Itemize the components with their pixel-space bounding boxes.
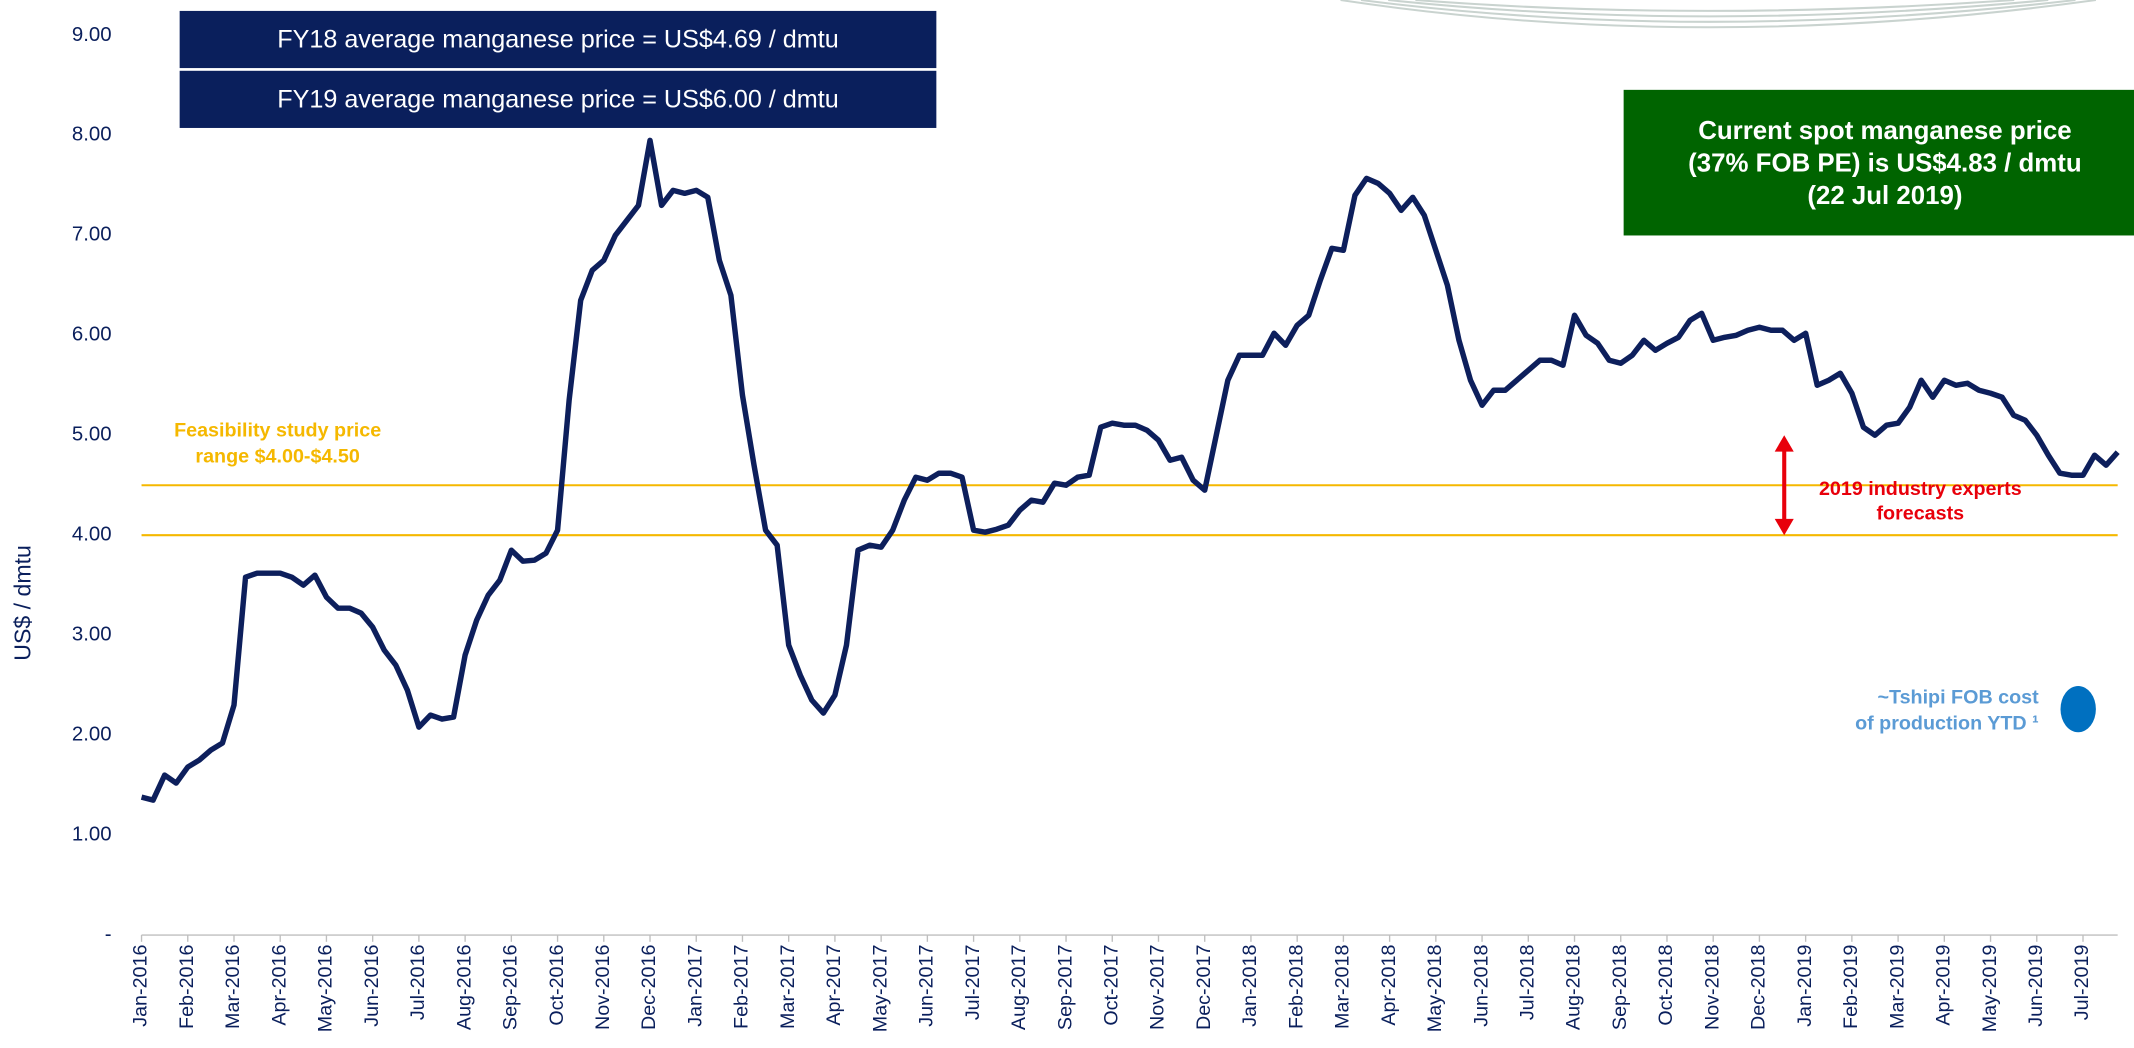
x-tick-label: Nov-2018 xyxy=(1701,945,1723,1031)
arc xyxy=(1340,0,2097,29)
x-tick-label: May-2016 xyxy=(315,945,337,1033)
y-tick-label: 6.00 xyxy=(72,324,112,346)
x-tick-label: Oct-2016 xyxy=(546,945,568,1026)
arc xyxy=(1360,0,2076,23)
x-tick-label: Jul-2017 xyxy=(962,945,984,1021)
x-tick-label: Feb-2018 xyxy=(1285,945,1307,1029)
average-text: FY18 average manganese price = US$4.69 /… xyxy=(277,26,838,54)
y-tick-label: 8.00 xyxy=(72,124,112,146)
x-tick-label: Jan-2018 xyxy=(1239,945,1261,1027)
x-tick-label: Apr-2018 xyxy=(1378,945,1400,1026)
x-tick-label: Jul-2016 xyxy=(407,945,429,1021)
x-tick-label: Mar-2018 xyxy=(1332,945,1354,1029)
x-tick-label: Nov-2016 xyxy=(592,945,614,1031)
forecast-label: forecasts xyxy=(1876,503,1964,525)
x-tick-label: Feb-2019 xyxy=(1840,945,1862,1029)
average-box xyxy=(179,70,937,128)
x-tick-label: Sep-2017 xyxy=(1054,945,1076,1031)
arc xyxy=(1415,0,2015,12)
average-box xyxy=(179,10,937,69)
y-tick-label: 4.00 xyxy=(72,524,112,546)
arc xyxy=(1388,0,2049,18)
x-tick-label: Jun-2017 xyxy=(916,945,938,1027)
x-tick-label: Jul-2018 xyxy=(1517,945,1539,1021)
decoration xyxy=(1340,0,2097,29)
cost-marker xyxy=(2060,685,2096,733)
x-tick-label: Mar-2019 xyxy=(1886,945,1908,1029)
x-tick-label: Aug-2016 xyxy=(453,945,475,1031)
forecast-label: 2019 industry experts xyxy=(1819,478,2022,500)
x-tick-label: Apr-2016 xyxy=(268,945,290,1026)
x-tick-label: Jun-2016 xyxy=(361,945,383,1027)
x-tick-label: Jun-2018 xyxy=(1470,945,1492,1027)
price-line xyxy=(140,137,2120,803)
x-tick-label: Mar-2017 xyxy=(777,945,799,1029)
spot-text: Current spot manganese price xyxy=(1698,117,2071,145)
x-tick-label: May-2019 xyxy=(1979,945,2001,1033)
y-tick-label: 5.00 xyxy=(72,424,112,446)
x-tick-label: Jan-2019 xyxy=(1794,945,1816,1027)
y-tick-label: 9.00 xyxy=(72,24,112,46)
spot-text: (37% FOB PE) is US$4.83 / dmtu xyxy=(1688,150,2082,178)
y-axis-label: US$ / dmtu xyxy=(10,545,36,661)
x-tick-label: Sep-2016 xyxy=(500,945,522,1031)
arrow-head xyxy=(1774,435,1794,452)
x-tick-label: May-2018 xyxy=(1424,945,1446,1033)
spot-box xyxy=(1623,89,2134,236)
x-tick-label: Dec-2017 xyxy=(1193,945,1215,1031)
y-tick-label: 2.00 xyxy=(72,723,112,745)
y-tick-label: - xyxy=(105,923,112,945)
reference-label: range $4.00-$4.50 xyxy=(195,446,359,468)
y-tick-label: 7.00 xyxy=(72,224,112,246)
x-tick-label: Feb-2016 xyxy=(176,945,198,1029)
x-tick-label: Jun-2019 xyxy=(2025,945,2047,1027)
x-tick-label: Dec-2018 xyxy=(1748,945,1770,1031)
y-tick-label: 1.00 xyxy=(72,823,112,845)
cost-label: ~Tshipi FOB cost xyxy=(1877,686,2039,708)
x-tick-label: Oct-2018 xyxy=(1655,945,1677,1026)
y-tick-label: 3.00 xyxy=(72,624,112,646)
cost-label: of production YTD ¹ xyxy=(1855,712,2039,734)
x-tick-label: Jan-2016 xyxy=(130,945,152,1027)
x-tick-label: May-2017 xyxy=(869,945,891,1033)
x-tick-label: Sep-2018 xyxy=(1609,945,1631,1031)
arrow-head xyxy=(1774,518,1794,536)
x-tick-label: Jan-2017 xyxy=(684,945,706,1027)
reference-label: Feasibility study price xyxy=(174,420,381,442)
x-tick-label: Feb-2017 xyxy=(731,945,753,1029)
x-tick-label: Nov-2017 xyxy=(1147,945,1169,1031)
x-tick-label: Aug-2017 xyxy=(1008,945,1030,1031)
x-tick-label: Apr-2017 xyxy=(823,945,845,1026)
x-tick-label: Jul-2019 xyxy=(2071,945,2093,1021)
x-tick-label: Aug-2018 xyxy=(1563,945,1585,1031)
x-tick-label: Mar-2016 xyxy=(222,945,244,1029)
spot-text: (22 Jul 2019) xyxy=(1807,182,1962,210)
x-tick-label: Oct-2017 xyxy=(1100,945,1122,1026)
x-tick-label: Dec-2016 xyxy=(638,945,660,1031)
average-text: FY19 average manganese price = US$6.00 /… xyxy=(277,85,838,113)
x-tick-label: Apr-2019 xyxy=(1933,945,1955,1026)
